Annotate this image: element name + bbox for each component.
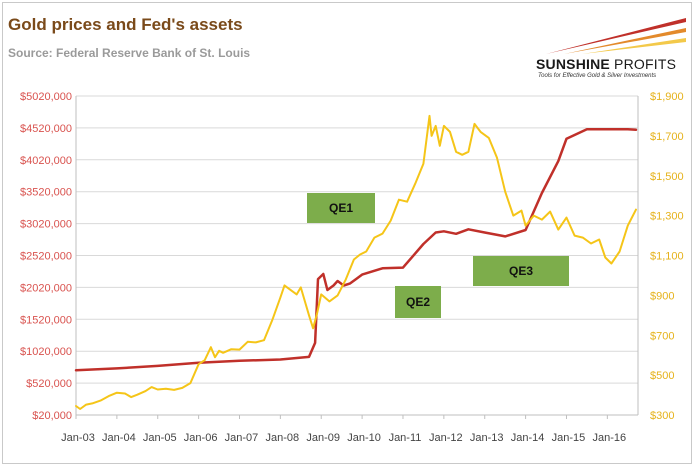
y-right-tick-label: $1,700	[650, 131, 684, 143]
y-left-tick-label: $1020,000	[20, 346, 72, 358]
y-left-tick-label: $4020,000	[20, 155, 72, 167]
logo-rays-icon	[546, 18, 686, 54]
brand-logo: SUNSHINE PROFITS Tools for Effective Gol…	[536, 8, 686, 82]
x-tick-label: Jan-13	[470, 432, 504, 444]
x-tick-label: Jan-15	[552, 432, 586, 444]
x-tick-label: Jan-08	[266, 432, 300, 444]
y-right-tick-label: $1,100	[650, 251, 684, 263]
x-tick-label: Jan-09	[306, 432, 340, 444]
y-right-tick-label: $300	[650, 410, 674, 422]
y-left-tick-label: $3520,000	[20, 187, 72, 199]
y-right-tick-label: $1,500	[650, 171, 684, 183]
logo-tagline: Tools for Effective Gold & Silver Invest…	[538, 73, 657, 79]
x-tick-label: Jan-12	[429, 432, 463, 444]
x-tick-label: Jan-03	[61, 432, 95, 444]
y-right-tick-label: $900	[650, 290, 674, 302]
y-right-tick-label: $1,300	[650, 211, 684, 223]
y-left-tick-label: $5020,000	[20, 91, 72, 103]
y-left-tick-label: $1520,000	[20, 314, 72, 326]
x-tick-label: Jan-10	[347, 432, 381, 444]
logo-brand-light: PROFITS	[614, 56, 677, 72]
qe3-annotation: QE3	[473, 256, 569, 286]
x-tick-label: Jan-06	[184, 432, 218, 444]
x-tick-label: Jan-05	[143, 432, 177, 444]
x-tick-label: Jan-14	[511, 432, 545, 444]
chart-title: Gold prices and Fed's assets	[8, 15, 243, 34]
y-left-tick-label: $520,000	[26, 378, 72, 390]
logo-brand-bold: SUNSHINE	[536, 56, 610, 72]
y-right-tick-label: $500	[650, 370, 674, 382]
x-tick-label: Jan-16	[593, 432, 627, 444]
gold-price-line	[75, 114, 637, 410]
y-right-tick-label: $1,900	[650, 91, 684, 103]
qe1-annotation: QE1	[307, 193, 375, 223]
y-left-tick-label: $3020,000	[20, 219, 72, 231]
x-tick-label: Jan-04	[102, 432, 136, 444]
x-tick-label: Jan-11	[389, 432, 422, 444]
y-left-tick-label: $2520,000	[20, 251, 72, 263]
y-left-tick-label: $20,000	[32, 410, 72, 422]
logo-wordmark: SUNSHINE PROFITS	[536, 56, 676, 72]
chart-subtitle: Source: Federal Reserve Bank of St. Loui…	[8, 46, 251, 60]
y-left-tick-label: $4520,000	[20, 123, 72, 135]
y-left-tick-label: $2020,000	[20, 282, 72, 294]
y-right-tick-label: $700	[650, 330, 674, 342]
x-tick-label: Jan-07	[225, 432, 259, 444]
qe2-annotation: QE2	[395, 286, 441, 318]
fed-assets-line	[74, 127, 638, 372]
